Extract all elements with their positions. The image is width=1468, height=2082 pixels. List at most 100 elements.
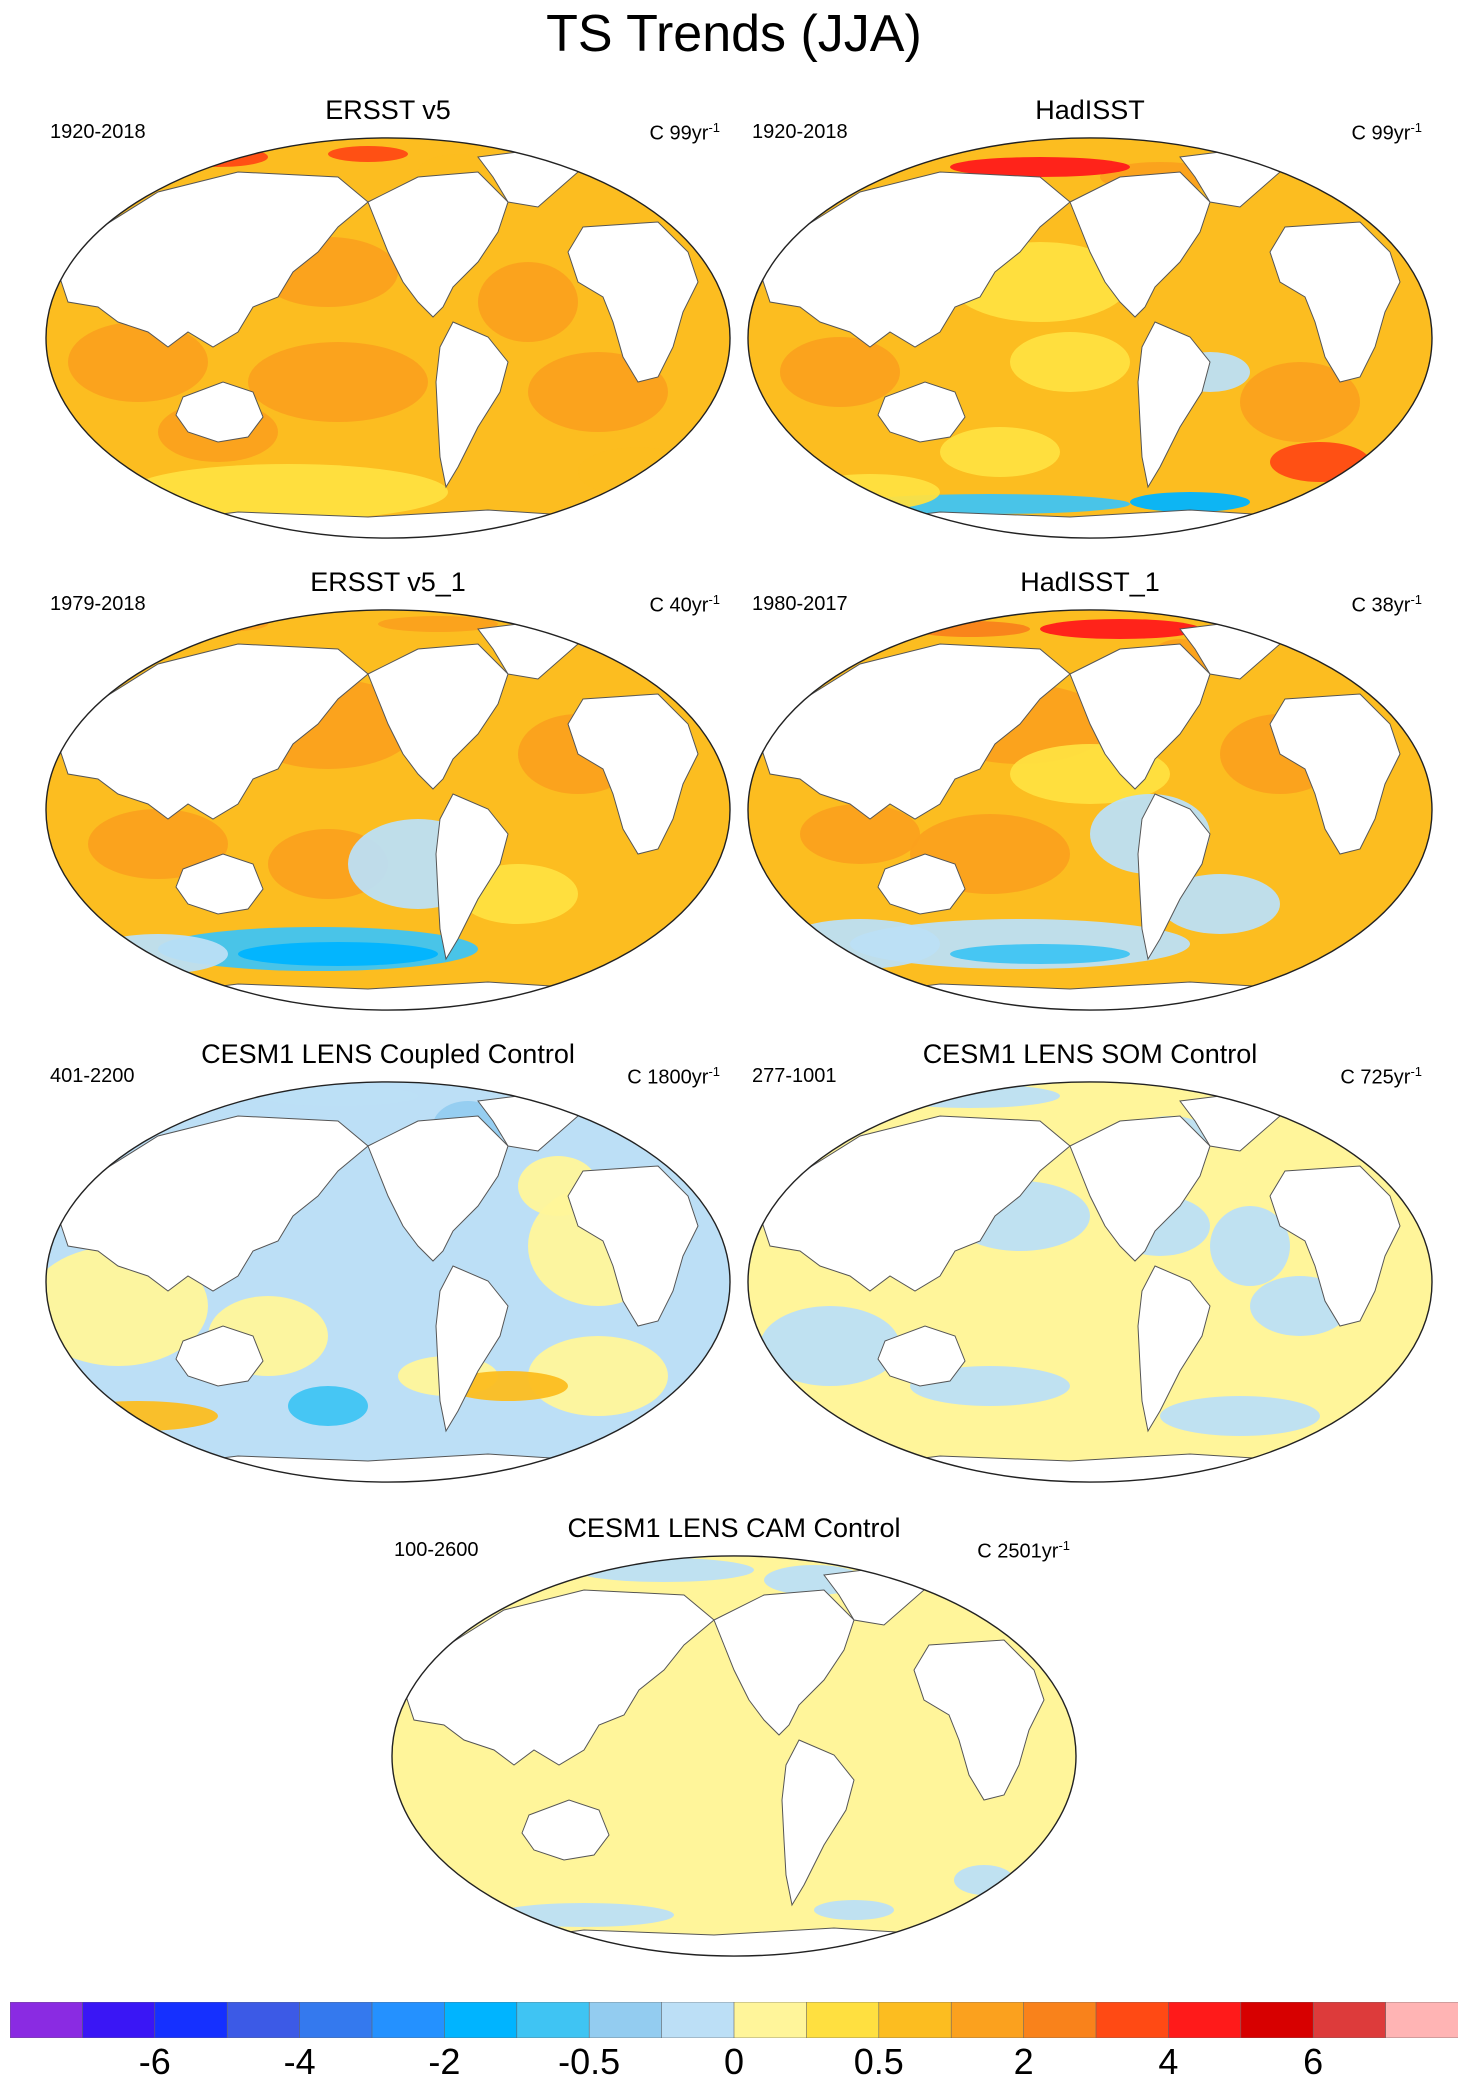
land-africa (567, 221, 699, 383)
ocean-field (747, 609, 1433, 1011)
trend-region (494, 1903, 674, 1927)
panel-units: C 1800yr-1 (627, 1064, 720, 1089)
land-antarctica (818, 1453, 1381, 1483)
trend-region (800, 804, 920, 864)
colorbar-bin (950, 2002, 1025, 2038)
colorbar-bin (82, 2002, 156, 2038)
land-namerica (713, 1589, 855, 1736)
land-asia (57, 171, 369, 348)
colorbar-bin (661, 2002, 735, 2038)
trend-region (68, 322, 208, 402)
land-asia (759, 171, 1071, 348)
trend-region (328, 146, 408, 162)
trend-region (58, 1401, 218, 1431)
trend-region (1160, 874, 1280, 934)
land-antarctica (116, 981, 679, 1011)
colorbar-bin (588, 2002, 663, 2038)
trend-region (574, 1558, 754, 1582)
trend-region (258, 1086, 418, 1106)
colorbar-bin (299, 2002, 373, 2038)
land-samerica (1137, 321, 1211, 489)
panel-ersst-v5: ERSST v5 1920-2018 C 99yr-1 (38, 94, 738, 554)
colorbar-tick-label: -0.5 (558, 2041, 621, 2082)
land-australia (521, 1799, 610, 1861)
panel-years: 100-2600 (394, 1539, 479, 1561)
trend-region (780, 919, 940, 969)
land-antarctica (818, 509, 1381, 539)
trend-map (747, 137, 1433, 539)
panel-years: 1920-2018 (752, 121, 848, 143)
trend-map (45, 1081, 731, 1483)
land-africa (1269, 693, 1401, 855)
colorbar (10, 2002, 1458, 2038)
land-namerica (367, 1115, 509, 1262)
trend-region (578, 447, 698, 497)
colorbar-bin (1095, 2002, 1170, 2038)
trend-region (88, 934, 228, 974)
panel-years: 401-2200 (50, 1065, 135, 1087)
land-samerica (1137, 793, 1211, 961)
ocean-field (45, 137, 731, 539)
land-samerica (435, 1265, 509, 1433)
trend-region (128, 464, 448, 520)
trend-region (1240, 362, 1360, 442)
land-samerica (435, 793, 509, 961)
land-namerica (367, 171, 509, 318)
panel-title: CESM1 LENS CAM Control (567, 1513, 901, 1543)
panel-cesm1-coupled-control: CESM1 LENS Coupled Control 401-2200 C 18… (38, 1038, 738, 1498)
land-africa (1269, 221, 1401, 383)
colorbar-tick-label: 0 (723, 2041, 745, 2082)
land-namerica (367, 643, 509, 790)
colorbar-bin (733, 2002, 808, 2038)
trend-map (391, 1555, 1077, 1957)
colorbar-bin (806, 2002, 880, 2038)
colorbar-bin (154, 2002, 229, 2038)
map-outline (747, 1081, 1433, 1483)
colorbar-bin (1312, 2002, 1387, 2038)
land-asia (759, 643, 1071, 820)
land-africa (913, 1639, 1045, 1801)
colorbar-tick-label: 4 (1158, 2041, 1179, 2082)
colorbar-bin (1168, 2002, 1242, 2038)
trend-region (940, 427, 1060, 477)
land-asia (759, 1115, 1071, 1292)
colorbar-bin (1240, 2002, 1315, 2038)
trend-region (378, 616, 498, 632)
trend-region (478, 262, 578, 342)
map-outline (45, 609, 731, 1011)
trend-region (528, 1336, 668, 1416)
land-africa (567, 693, 699, 855)
panel-title: CESM1 LENS Coupled Control (201, 1039, 575, 1069)
panel-title: ERSST v5_1 (310, 567, 466, 597)
land-asia (403, 1589, 715, 1766)
ocean-field (747, 137, 1433, 539)
land-samerica (781, 1739, 855, 1907)
trend-region (248, 342, 428, 422)
colorbar-tick-label: -2 (428, 2041, 461, 2082)
panel-units: C 99yr-1 (649, 120, 720, 145)
land-australia (877, 1325, 966, 1387)
colorbar-tick-label: 6 (1303, 2041, 1324, 2082)
colorbar-tick-label: -4 (283, 2041, 316, 2082)
trend-map (747, 609, 1433, 1011)
panel-title: CESM1 LENS SOM Control (922, 1039, 1258, 1069)
land-asia (57, 643, 369, 820)
colorbar-bin (1385, 2002, 1458, 2038)
colorbar-bin (444, 2002, 518, 2038)
trend-region (950, 157, 1130, 177)
panel-title: ERSST v5 (325, 95, 451, 125)
figure-title: TS Trends (JJA) (546, 5, 922, 63)
panel-hadisst-1: HadISST_1 1980-2017 C 38yr-1 (740, 566, 1440, 1026)
colorbar-bin (516, 2002, 590, 2038)
land-australia (877, 853, 966, 915)
land-namerica (1069, 643, 1211, 790)
trend-region (1010, 332, 1130, 392)
land-namerica (1069, 171, 1211, 318)
trend-region (238, 942, 438, 966)
colorbar-bin (878, 2002, 952, 2038)
trend-region (910, 621, 1030, 637)
ocean-field (747, 1081, 1433, 1483)
map-outline (747, 609, 1433, 1011)
map-outline (45, 1081, 731, 1483)
panel-units: C 40yr-1 (649, 592, 720, 617)
